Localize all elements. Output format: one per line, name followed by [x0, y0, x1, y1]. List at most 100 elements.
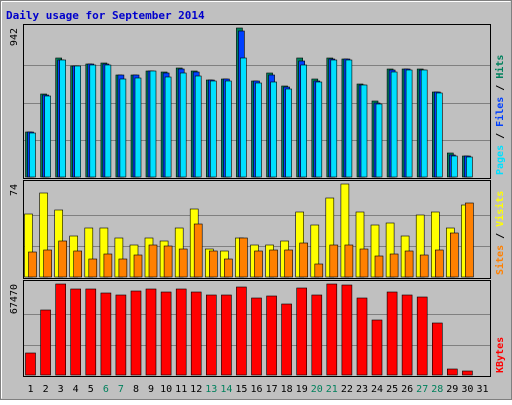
panel-kbytes: 67470 KBytes [9, 280, 506, 377]
bar-kbytes-day-13 [206, 294, 217, 376]
bar-pages-day-2 [44, 95, 51, 178]
bar-kbytes-day-6 [100, 292, 112, 376]
bar-sites-day-1 [28, 251, 37, 278]
bar-sites-day-9 [148, 244, 158, 278]
bar-sites-day-6 [103, 253, 113, 278]
x-tick-label-day-10: 10 [160, 384, 172, 395]
bar-pages-day-12 [194, 75, 202, 178]
bar-sites-day-19 [299, 242, 309, 278]
x-tick-label-day-16: 16 [250, 384, 262, 395]
bar-pages-day-26 [405, 69, 413, 178]
bar-kbytes-day-19 [296, 287, 308, 376]
bar-pages-day-16 [255, 82, 262, 178]
panels-layer: 942 Pages / Files / Hits 74 Sites / Visits 6… [9, 24, 506, 377]
bar-sites-day-5 [88, 258, 98, 278]
legend-kbytes: KBytes [495, 337, 506, 373]
legend-pages: Pages [495, 145, 506, 175]
bar-sites-day-18 [284, 249, 293, 278]
x-tick-label-day-2: 2 [43, 384, 49, 395]
bar-pages-day-28 [435, 92, 443, 178]
bar-pages-day-7 [119, 78, 127, 178]
series-kbytes [25, 283, 473, 376]
bar-sites-day-17 [269, 249, 278, 278]
bar-pages-day-25 [390, 71, 398, 178]
x-tick-label-day-27: 27 [416, 384, 428, 395]
legend-visitors: Sites / Visits [494, 191, 506, 275]
bar-pages-day-11 [179, 72, 187, 178]
x-tick-label-day-20: 20 [311, 384, 323, 395]
bar-kbytes-day-1 [25, 352, 36, 376]
bar-kbytes-day-10 [160, 291, 172, 376]
x-tick-label-day-23: 23 [356, 384, 368, 395]
x-tick-label-day-19: 19 [296, 384, 308, 395]
bar-pages-day-29 [450, 155, 458, 178]
bar-pages-day-9 [149, 70, 157, 178]
x-tick-label-day-14: 14 [220, 384, 232, 395]
legend-files: Files [494, 97, 506, 127]
y-max-label-kbytes: 67470 [9, 284, 20, 314]
x-tick-label-day-1: 1 [27, 384, 33, 395]
bar-kbytes-day-11 [175, 288, 187, 376]
bar-kbytes-day-22 [341, 284, 353, 376]
bar-kbytes-day-9 [145, 288, 157, 376]
bar-pages-day-15 [240, 57, 247, 178]
bar-kbytes-day-8 [130, 290, 142, 376]
legend-separator: / [495, 79, 506, 97]
bar-pages-day-21 [330, 59, 338, 178]
y-max-label-visitors: 74 [9, 184, 20, 196]
bar-pages-day-23 [360, 84, 368, 178]
bar-kbytes-day-28 [431, 322, 443, 376]
bar-pages-day-10 [164, 76, 172, 178]
bar-sites-day-27 [419, 254, 429, 278]
y-max-label-requests: 942 [9, 28, 20, 46]
bar-pages-day-3 [59, 59, 67, 178]
x-tick-label-day-30: 30 [461, 384, 473, 395]
x-tick-label-day-24: 24 [371, 384, 383, 395]
bar-kbytes-day-4 [70, 288, 81, 376]
bar-kbytes-day-21 [326, 283, 338, 376]
bar-sites-day-3 [58, 240, 68, 278]
legend-sites: Sites [494, 245, 506, 275]
bar-sites-day-26 [404, 250, 414, 278]
bar-kbytes-day-15 [236, 286, 247, 376]
legend-kbytes: KBytes [495, 337, 506, 373]
legend-separator: / [495, 227, 506, 245]
bar-kbytes-day-26 [401, 294, 413, 376]
chart-title: Daily usage for September 2014 [6, 9, 205, 22]
x-tick-label-day-28: 28 [431, 384, 443, 395]
bar-sites-day-23 [359, 248, 369, 278]
x-tick-label-day-17: 17 [266, 384, 278, 395]
x-tick-label-day-29: 29 [446, 384, 458, 395]
legend-separator: / [495, 127, 506, 145]
bar-sites-day-28 [434, 249, 444, 278]
bar-pages-day-14 [225, 80, 232, 178]
bar-kbytes-day-7 [115, 294, 127, 376]
panel-requests: 942 Pages / Files / Hits [9, 24, 506, 179]
legend-visits: Visits [494, 191, 506, 227]
bar-kbytes-day-2 [40, 309, 51, 376]
bar-kbytes-day-20 [311, 294, 323, 376]
bar-sites-day-4 [73, 250, 82, 278]
x-tick-label-day-22: 22 [341, 384, 353, 395]
bar-sites-day-15 [239, 237, 248, 278]
bar-sites-day-8 [133, 254, 143, 278]
x-tick-label-day-4: 4 [73, 384, 79, 395]
bar-sites-day-25 [389, 253, 399, 278]
bar-pages-day-27 [420, 69, 428, 178]
bar-kbytes-day-24 [371, 319, 383, 376]
bar-sites-day-12 [193, 223, 203, 278]
bar-pages-day-20 [315, 81, 323, 178]
x-tick-label-day-3: 3 [58, 384, 64, 395]
bar-sites-day-29 [449, 232, 459, 278]
bar-sites-day-20 [314, 263, 324, 278]
panel-visitors: 74 Sites / Visits [9, 180, 506, 279]
x-tick-label-day-21: 21 [326, 384, 338, 395]
bar-sites-day-2 [43, 249, 52, 278]
x-tick-label-day-18: 18 [281, 384, 293, 395]
x-tick-label-day-13: 13 [205, 384, 217, 395]
bar-pages-day-4 [74, 65, 81, 178]
bar-kbytes-day-25 [386, 291, 398, 376]
bar-pages-day-22 [345, 59, 353, 178]
bar-pages-day-1 [29, 132, 36, 178]
